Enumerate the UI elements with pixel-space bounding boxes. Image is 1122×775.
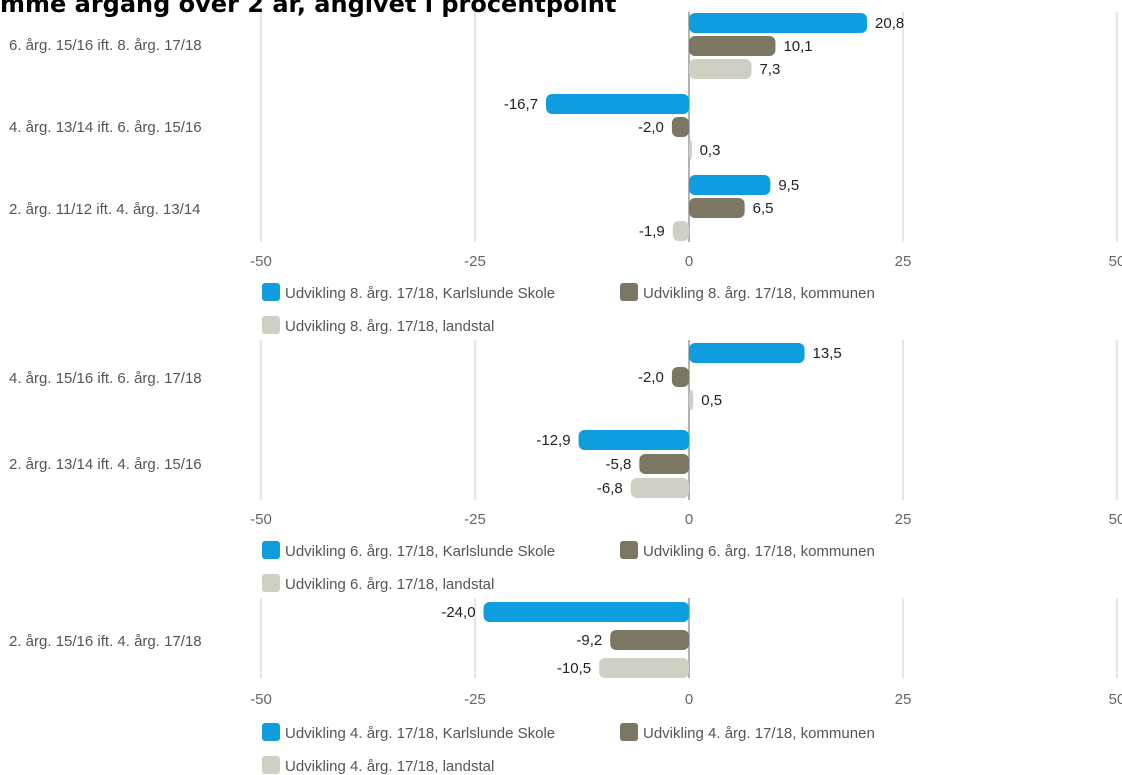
- data-label: -9,2: [576, 632, 602, 649]
- legend-swatch[interactable]: [262, 316, 280, 334]
- data-label: -5,8: [605, 456, 631, 473]
- data-label: 0,5: [701, 392, 722, 409]
- bar: [689, 36, 776, 56]
- data-label: 9,5: [778, 177, 799, 194]
- category-label: 4. årg. 15/16 ift. 6. årg. 17/18: [9, 370, 202, 387]
- data-label: 0,3: [700, 142, 721, 159]
- legend-label[interactable]: Udvikling 4. årg. 17/18, Karlslunde Skol…: [285, 725, 555, 742]
- legend-swatch[interactable]: [262, 723, 280, 741]
- legend-swatch[interactable]: [620, 283, 638, 301]
- legend-label[interactable]: Udvikling 8. årg. 17/18, landstal: [285, 318, 494, 335]
- legend-label[interactable]: Udvikling 4. årg. 17/18, kommunen: [643, 725, 875, 742]
- category-label: 2. årg. 11/12 ift. 4. årg. 13/14: [9, 201, 201, 218]
- legend-swatch[interactable]: [262, 756, 280, 774]
- legend-label[interactable]: Udvikling 6. årg. 17/18, landstal: [285, 576, 494, 593]
- legend-swatch[interactable]: [620, 723, 638, 741]
- x-tick-label: 25: [895, 691, 912, 708]
- data-label: -6,8: [597, 480, 623, 497]
- legend-label[interactable]: Udvikling 6. årg. 17/18, kommunen: [643, 543, 875, 560]
- bar: [689, 59, 752, 79]
- bar: [689, 198, 745, 218]
- x-tick-label: -50: [250, 253, 272, 270]
- data-label: -24,0: [441, 604, 475, 621]
- data-label: 20,8: [875, 15, 904, 32]
- data-label: -2,0: [638, 369, 664, 386]
- data-label: 6,5: [753, 200, 774, 217]
- bar: [599, 658, 689, 678]
- data-label: 10,1: [783, 38, 812, 55]
- x-tick-label: 0: [685, 691, 693, 708]
- x-tick-label: -50: [250, 691, 272, 708]
- x-tick-label: 0: [685, 253, 693, 270]
- bar: [689, 390, 694, 410]
- bar: [689, 140, 692, 160]
- data-label: -12,9: [536, 432, 570, 449]
- x-tick-label: 50: [1109, 511, 1122, 528]
- data-label: -10,5: [557, 660, 591, 677]
- bar: [578, 430, 689, 450]
- x-tick-label: 50: [1109, 253, 1122, 270]
- legend-label[interactable]: Udvikling 8. årg. 17/18, kommunen: [643, 285, 875, 302]
- bar: [546, 94, 689, 114]
- bar: [483, 602, 689, 622]
- legend-label[interactable]: Udvikling 4. årg. 17/18, landstal: [285, 758, 494, 775]
- x-tick-label: -25: [464, 511, 486, 528]
- category-label: 6. årg. 15/16 ift. 8. årg. 17/18: [9, 37, 202, 54]
- bar: [672, 221, 689, 241]
- x-tick-label: 0: [685, 511, 693, 528]
- category-label: 4. årg. 13/14 ift. 6. årg. 15/16: [9, 119, 202, 136]
- legend-label[interactable]: Udvikling 6. årg. 17/18, Karlslunde Skol…: [285, 543, 555, 560]
- data-label: 13,5: [813, 345, 842, 362]
- bar: [689, 13, 868, 33]
- bar: [630, 478, 689, 498]
- x-tick-label: -50: [250, 511, 272, 528]
- data-label: -1,9: [639, 223, 665, 240]
- x-tick-label: 25: [895, 511, 912, 528]
- x-tick-label: 50: [1109, 691, 1122, 708]
- x-tick-label: -25: [464, 691, 486, 708]
- legend-swatch[interactable]: [262, 574, 280, 592]
- legend-swatch[interactable]: [620, 541, 638, 559]
- category-label: 2. årg. 15/16 ift. 4. årg. 17/18: [9, 633, 202, 650]
- legend-label[interactable]: Udvikling 8. årg. 17/18, Karlslunde Skol…: [285, 285, 555, 302]
- bar: [689, 343, 805, 363]
- data-label: 7,3: [759, 61, 780, 78]
- bar: [639, 454, 689, 474]
- data-label: -2,0: [638, 119, 664, 136]
- category-label: 2. årg. 13/14 ift. 4. årg. 15/16: [9, 456, 202, 473]
- bar: [671, 117, 689, 137]
- legend-swatch[interactable]: [262, 283, 280, 301]
- data-label: -16,7: [504, 96, 538, 113]
- x-tick-label: -25: [464, 253, 486, 270]
- bar: [610, 630, 689, 650]
- bar: [689, 175, 771, 195]
- legend-swatch[interactable]: [262, 541, 280, 559]
- page-title: mme årgang over 2 år, angivet i procentp…: [0, 0, 617, 18]
- x-tick-label: 25: [895, 253, 912, 270]
- bar: [671, 367, 689, 387]
